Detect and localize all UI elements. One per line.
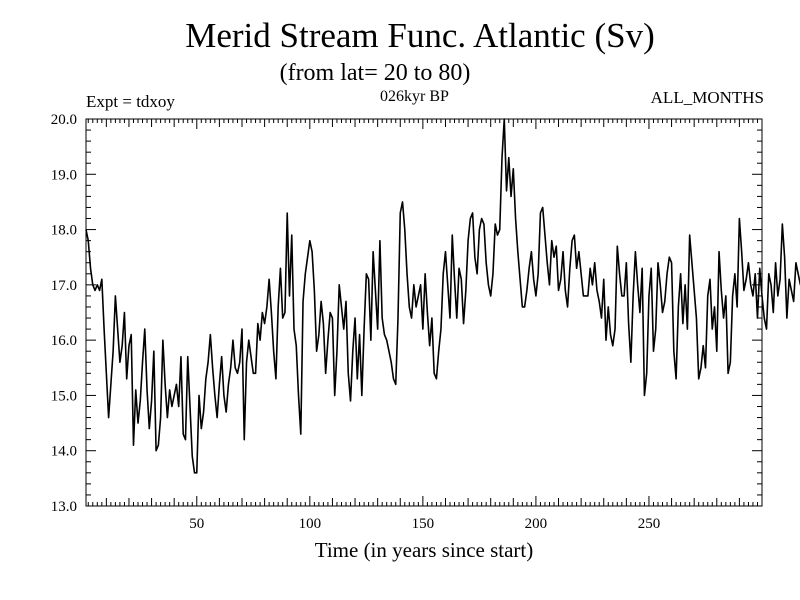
y-tick-label: 13.0: [51, 499, 77, 515]
y-tick-label: 18.0: [51, 223, 77, 239]
y-tick-label: 14.0: [51, 444, 77, 460]
period-label: 026kyr BP: [380, 88, 449, 105]
x-tick-label: 200: [525, 516, 548, 532]
y-tick-label: 17.0: [51, 278, 77, 294]
x-axis-label: Time (in years since start): [314, 538, 534, 562]
axis-ticks: [86, 118, 763, 507]
y-tick-label: 15.0: [51, 388, 77, 404]
experiment-label: Expt = tdxoy: [86, 92, 175, 111]
chart-title: Merid Stream Func. Atlantic (Sv): [185, 16, 655, 55]
months-label: ALL_MONTHS: [650, 88, 764, 107]
axis-tick-labels: 50 100 150 200 250 13.0 14.0 15.0 16.0 17.0 18.0 19…: [51, 112, 660, 532]
chart-subtitle: (from lat= 20 to 80): [279, 60, 471, 86]
series-line: [85, 118, 800, 474]
x-tick-label: 250: [638, 516, 661, 532]
x-tick-label: 50: [189, 516, 204, 532]
x-tick-label: 150: [412, 516, 435, 532]
y-tick-label: 16.0: [51, 333, 77, 349]
plot-frame: [85, 118, 763, 507]
y-tick-label: 20.0: [51, 112, 77, 128]
y-tick-label: 19.0: [51, 167, 77, 183]
x-tick-label: 100: [299, 516, 322, 532]
